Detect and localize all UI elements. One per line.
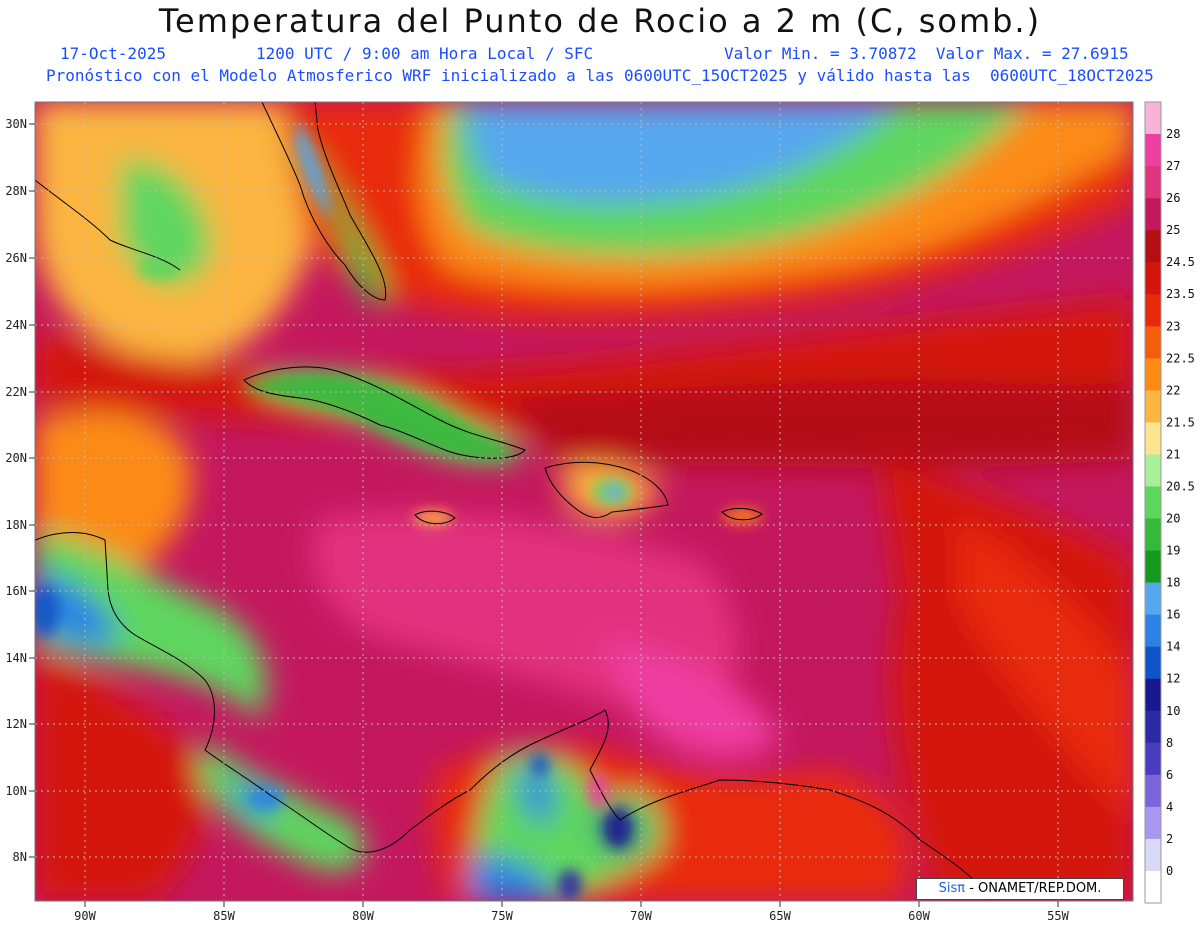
- colorbar-swatch: [1145, 870, 1161, 904]
- colorbar-label: 23: [1166, 319, 1180, 333]
- lon-tick-label: 75W: [491, 909, 513, 923]
- colorbar: 2827262524.523.52322.52221.52120.5201918…: [1144, 101, 1195, 904]
- colorbar-swatch: [1145, 454, 1161, 487]
- colorbar-label: 20: [1166, 512, 1180, 526]
- colorbar-label: 25: [1166, 223, 1180, 237]
- forecast-date: 17-Oct-2025: [60, 44, 166, 63]
- credit-text: - ONAMET/REP.DOM.: [965, 881, 1102, 896]
- axis-labels: 90W 85W 80W 75W 70W 65W 60W 55W 30N 28N …: [5, 117, 1069, 923]
- colorbar-swatch: [1145, 390, 1161, 423]
- lat-tick-label: 30N: [5, 117, 27, 131]
- colorbar-label: 23.5: [1166, 287, 1195, 301]
- min-max-values: Valor Min. = 3.70872 Valor Max. = 27.691…: [724, 44, 1129, 63]
- map-title: Temperatura del Punto de Rocio a 2 m (C,…: [158, 2, 1042, 40]
- colorbar-swatch: [1145, 614, 1161, 648]
- colorbar-swatch: [1145, 550, 1161, 584]
- grid-lines: [35, 102, 1133, 901]
- colorbar-swatch: [1145, 838, 1161, 872]
- sispi-logo: Sisπ: [938, 881, 966, 896]
- colorbar-label: 24.5: [1166, 255, 1195, 269]
- colorbar-label: 22: [1166, 383, 1180, 397]
- colorbar-label: 4: [1166, 800, 1173, 814]
- lat-tick-label: 16N: [5, 584, 27, 598]
- colorbar-label: 12: [1166, 672, 1180, 686]
- lon-tick-label: 80W: [352, 909, 374, 923]
- lon-tick-label: 90W: [74, 909, 96, 923]
- colorbar-swatch: [1145, 358, 1161, 391]
- coastlines: [35, 102, 991, 901]
- colorbar-label: 21: [1166, 447, 1180, 461]
- colorbar-swatch: [1145, 422, 1161, 455]
- colorbar-swatch: [1145, 518, 1161, 552]
- colorbar-label: 26: [1166, 191, 1180, 205]
- lat-tick-label: 28N: [5, 184, 27, 198]
- colorbar-label: 18: [1166, 576, 1180, 590]
- lon-tick-label: 55W: [1047, 909, 1069, 923]
- map-frame: [34, 101, 1134, 902]
- colorbar-label: 21.5: [1166, 415, 1195, 429]
- lat-tick-label: 20N: [5, 451, 27, 465]
- colorbar-swatch: [1145, 262, 1161, 295]
- colorbar-label: 8: [1166, 736, 1173, 750]
- lat-tick-label: 22N: [5, 385, 27, 399]
- field-layer: [35, 102, 1133, 901]
- colorbar-swatch: [1145, 326, 1161, 359]
- colorbar-swatch: [1145, 774, 1161, 808]
- lon-tick-label: 85W: [213, 909, 235, 923]
- lat-tick-label: 8N: [13, 850, 27, 864]
- colorbar-label: 16: [1166, 608, 1180, 622]
- colorbar-swatch: [1145, 198, 1161, 231]
- lat-tick-label: 26N: [5, 251, 27, 265]
- colorbar-swatch: [1145, 678, 1161, 712]
- model-info: Pronóstico con el Modelo Atmosferico WRF…: [46, 66, 1154, 85]
- colorbar-swatch: [1145, 806, 1161, 840]
- forecast-time: 1200 UTC / 9:00 am Hora Local / SFC: [256, 44, 594, 63]
- colorbar-label: 20.5: [1166, 479, 1195, 493]
- colorbar-label: 19: [1166, 544, 1180, 558]
- lat-tick-label: 10N: [5, 784, 27, 798]
- lat-tick-label: 12N: [5, 717, 27, 731]
- colorbar-label: 22.5: [1166, 351, 1195, 365]
- colorbar-swatch: [1145, 102, 1161, 135]
- colorbar-swatch: [1145, 742, 1161, 776]
- credit-box: Sisπ - ONAMET/REP.DOM.: [916, 878, 1124, 900]
- lon-tick-label: 65W: [769, 909, 791, 923]
- colorbar-swatch: [1145, 486, 1161, 520]
- colorbar-label: 0: [1166, 864, 1173, 878]
- colorbar-label: 10: [1166, 704, 1180, 718]
- colorbar-swatch: [1145, 294, 1161, 327]
- colorbar-swatch: [1145, 582, 1161, 616]
- colorbar-frame: [1144, 101, 1162, 904]
- colorbar-label: 28: [1166, 127, 1180, 141]
- colorbar-swatch: [1145, 710, 1161, 744]
- lat-tick-label: 24N: [5, 318, 27, 332]
- lat-tick-label: 18N: [5, 518, 27, 532]
- colorbar-label: 14: [1166, 640, 1180, 654]
- colorbar-label: 2: [1166, 832, 1173, 846]
- lat-tick-label: 14N: [5, 651, 27, 665]
- colorbar-swatch: [1145, 134, 1161, 167]
- colorbar-label: 27: [1166, 159, 1180, 173]
- colorbar-swatch: [1145, 230, 1161, 263]
- lon-tick-label: 60W: [908, 909, 930, 923]
- colorbar-swatch: [1145, 646, 1161, 680]
- colorbar-label: 6: [1166, 768, 1173, 782]
- colorbar-swatch: [1145, 166, 1161, 199]
- lon-tick-label: 70W: [630, 909, 652, 923]
